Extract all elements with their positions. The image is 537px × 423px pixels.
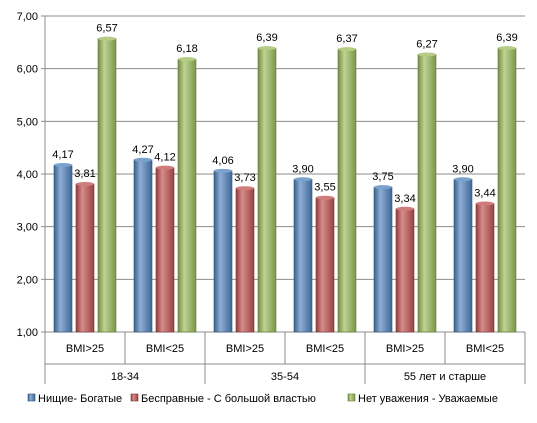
bar [373, 186, 393, 333]
legend-swatch [130, 393, 139, 402]
bar-top [338, 47, 356, 52]
bar [213, 170, 233, 333]
bar [475, 203, 495, 333]
bar-top [214, 168, 232, 173]
data-label: 6,39 [496, 32, 517, 44]
data-label: 3,90 [292, 163, 313, 175]
category-axis-labels: BMI>25 BMI<25 BMI>25 BMI<25 BMI>25 BMI<25 18-3… [66, 343, 504, 383]
bar [177, 58, 197, 333]
data-labels: 4,173,81 6,57 4,274,12 6,18 4,063,73 6,39 3,90… [52, 23, 517, 205]
bar [53, 164, 73, 333]
group-label: 18-34 [111, 371, 139, 383]
bar-top [258, 46, 276, 51]
axes: 1,00 2,00 3,00 4,00 5,00 6,00 7,00 [17, 11, 526, 384]
legend-swatch [347, 393, 356, 402]
category-label: BMI>25 [226, 343, 264, 355]
bar-top [134, 157, 152, 162]
category-label: BMI<25 [146, 343, 184, 355]
data-label: 3,81 [74, 168, 95, 180]
bar-top [396, 206, 414, 211]
data-label: 4,12 [154, 152, 175, 164]
bar [133, 159, 153, 333]
bar-top [454, 177, 472, 182]
y-tick-label: 4,00 [17, 169, 38, 181]
bar-top [98, 36, 116, 41]
bar [453, 178, 473, 333]
bar-top [54, 163, 72, 168]
bar [155, 167, 175, 333]
category-label: BMI<25 [466, 343, 504, 355]
y-tick-label: 6,00 [17, 64, 38, 76]
bar [315, 197, 335, 333]
bar [337, 48, 357, 333]
bar-top [236, 186, 254, 191]
bar-top [498, 46, 516, 51]
bar-top [476, 201, 494, 206]
bar-top [316, 195, 334, 200]
bar-top [418, 52, 436, 57]
y-tick-label: 2,00 [17, 274, 38, 286]
data-label: 6,37 [336, 33, 357, 45]
y-tick-label: 5,00 [17, 116, 38, 128]
data-label: 6,57 [96, 23, 117, 35]
bars [53, 36, 517, 333]
legend: Нищие- Богатые Бесправные - С большой вла… [27, 393, 498, 405]
group-label: 35-54 [271, 371, 299, 383]
bar [497, 47, 517, 333]
data-label: 6,27 [416, 38, 437, 50]
bar-top [76, 182, 94, 187]
category-label: BMI>25 [66, 343, 104, 355]
data-label: 6,39 [256, 32, 277, 44]
category-label: BMI<25 [306, 343, 344, 355]
bar [417, 54, 437, 333]
data-label: 3,73 [234, 172, 255, 184]
bar-top [374, 185, 392, 190]
bar [257, 47, 277, 333]
data-label: 3,55 [314, 182, 335, 194]
bar-top [156, 165, 174, 170]
legend-entry: Нет уважения - Уважаемые [358, 393, 498, 405]
data-label: 3,90 [452, 163, 473, 175]
y-tick-label: 7,00 [17, 11, 38, 23]
data-label: 6,18 [176, 43, 197, 55]
data-label: 4,17 [52, 149, 73, 161]
group-label: 55 лет и старше [404, 371, 486, 383]
bar [293, 178, 313, 333]
data-label: 3,44 [474, 187, 495, 199]
bar [235, 187, 255, 333]
data-label: 4,27 [132, 144, 153, 156]
data-label: 4,06 [212, 155, 233, 167]
y-tick-label: 3,00 [17, 222, 38, 234]
bar [75, 183, 95, 333]
gridlines [45, 15, 525, 333]
y-tick-label: 1,00 [17, 327, 38, 339]
bar [395, 208, 415, 333]
legend-entry: Нищие- Богатые [38, 393, 122, 405]
bar-top [178, 57, 196, 62]
data-label: 3,34 [394, 193, 415, 205]
legend-swatch [27, 393, 36, 402]
data-label: 3,75 [372, 171, 393, 183]
bar [97, 38, 117, 333]
category-label: BMI>25 [386, 343, 424, 355]
bar-top [294, 177, 312, 182]
legend-entry: Бесправные - С большой властью [141, 393, 316, 405]
